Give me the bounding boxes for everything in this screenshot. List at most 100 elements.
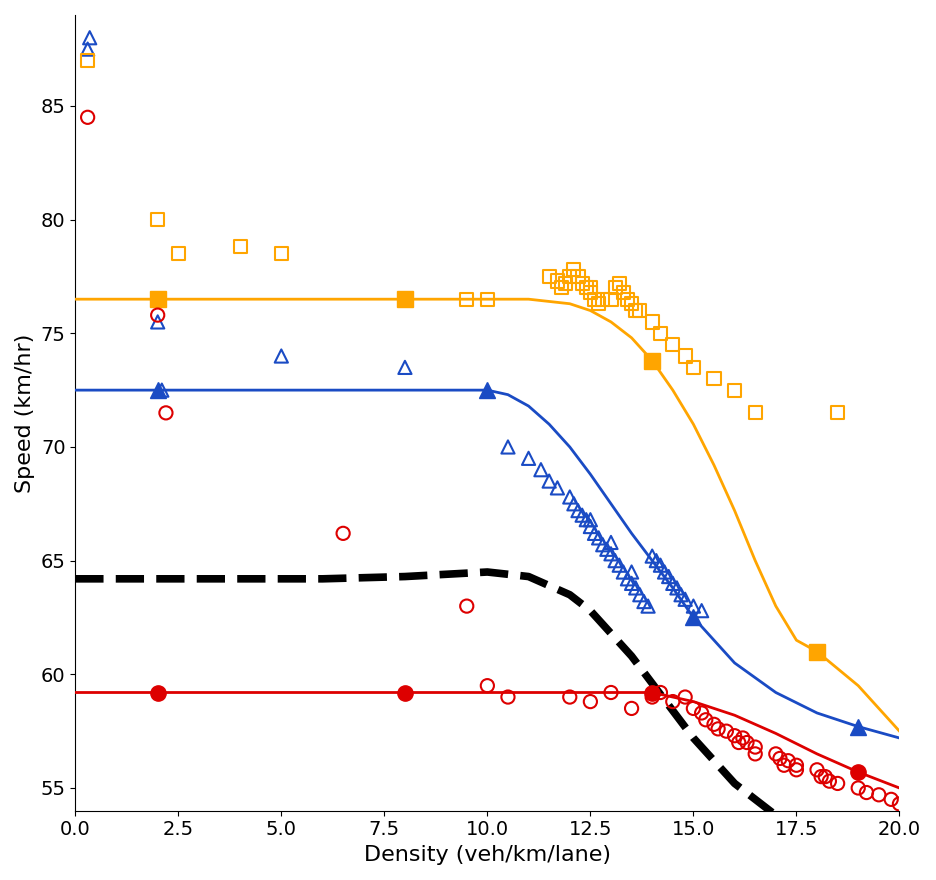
- Point: [150, 315, 165, 329]
- Point: [583, 519, 598, 533]
- Point: [158, 406, 173, 420]
- Point: [595, 538, 610, 552]
- Point: [398, 360, 413, 374]
- Point: [592, 531, 607, 545]
- Point: [645, 549, 660, 563]
- Point: [818, 770, 833, 784]
- Point: [542, 474, 557, 488]
- Point: [592, 297, 607, 311]
- Point: [830, 776, 845, 790]
- Point: [566, 497, 581, 511]
- Point: [661, 569, 676, 583]
- Point: [686, 599, 701, 613]
- Point: [624, 576, 639, 590]
- Point: [645, 690, 660, 704]
- Point: [501, 440, 516, 454]
- Point: [587, 292, 602, 306]
- Point: [501, 690, 516, 704]
- Point: [624, 701, 639, 715]
- Point: [80, 110, 95, 124]
- Point: [636, 595, 651, 609]
- Point: [645, 315, 660, 329]
- Point: [612, 276, 627, 290]
- Point: [554, 281, 569, 295]
- Point: [624, 297, 639, 311]
- Point: [665, 576, 680, 590]
- Point: [558, 276, 573, 290]
- Point: [830, 406, 845, 420]
- Point: [813, 770, 828, 784]
- Point: [810, 763, 825, 777]
- Point: [710, 722, 725, 736]
- Point: [604, 535, 619, 549]
- Point: [578, 513, 593, 527]
- Point: [678, 592, 693, 606]
- Point: [698, 713, 713, 727]
- Point: [550, 274, 565, 288]
- Point: [607, 554, 622, 568]
- Point: [624, 565, 639, 579]
- Point: [583, 513, 598, 527]
- Point: [620, 572, 635, 586]
- Point: [274, 349, 289, 363]
- Point: [563, 269, 578, 283]
- Point: [640, 599, 655, 613]
- Point: [789, 759, 804, 773]
- Point: [542, 269, 557, 283]
- Point: [566, 262, 581, 276]
- Point: [575, 508, 590, 522]
- Point: [892, 797, 907, 811]
- Point: [748, 406, 763, 420]
- Point: [695, 706, 709, 720]
- Point: [674, 588, 689, 602]
- Point: [789, 763, 804, 777]
- Point: [884, 792, 899, 806]
- Point: [583, 694, 598, 708]
- Point: [583, 285, 598, 299]
- Point: [777, 759, 792, 773]
- Point: [521, 451, 536, 466]
- Point: [871, 788, 886, 802]
- Point: [669, 581, 684, 595]
- Point: [653, 558, 668, 572]
- Point: [612, 558, 627, 572]
- Point: [604, 292, 619, 306]
- Point: [707, 717, 722, 731]
- Point: [695, 604, 709, 618]
- Point: [748, 747, 763, 761]
- Point: [620, 292, 635, 306]
- Point: [727, 729, 742, 743]
- Point: [583, 281, 598, 295]
- Point: [781, 753, 796, 767]
- Point: [628, 581, 643, 595]
- Point: [707, 371, 722, 385]
- Point: [604, 546, 619, 561]
- Point: [604, 686, 619, 700]
- Point: [822, 774, 837, 788]
- Point: [736, 731, 751, 745]
- Point: [678, 690, 693, 704]
- Point: [653, 686, 668, 700]
- Point: [657, 565, 672, 579]
- X-axis label: Density (veh/km/lane): Density (veh/km/lane): [364, 845, 611, 865]
- Point: [628, 304, 643, 318]
- Point: [563, 690, 578, 704]
- Point: [571, 269, 586, 283]
- Point: [575, 276, 590, 290]
- Point: [607, 281, 622, 295]
- Point: [150, 213, 165, 227]
- Point: [460, 599, 475, 613]
- Point: [686, 360, 701, 374]
- Point: [653, 326, 668, 341]
- Point: [731, 736, 746, 750]
- Point: [739, 736, 754, 750]
- Point: [665, 694, 680, 708]
- Point: [80, 42, 95, 56]
- Point: [727, 383, 742, 397]
- Point: [80, 54, 95, 68]
- Point: [599, 542, 614, 556]
- Point: [460, 292, 475, 306]
- Point: [550, 480, 565, 495]
- Point: [859, 786, 874, 800]
- Point: [480, 678, 495, 693]
